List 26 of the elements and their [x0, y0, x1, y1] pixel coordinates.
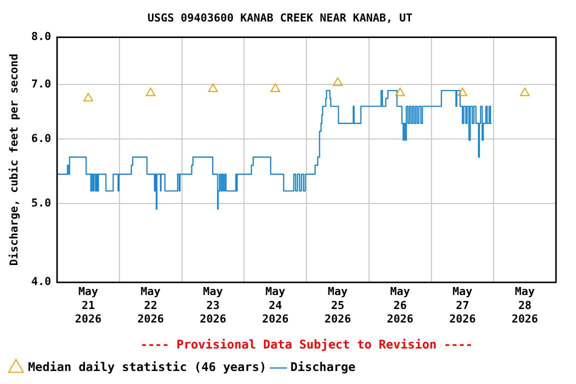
y-tick-label: 4.0 — [31, 275, 52, 288]
x-tick-label: May 23 2026 — [200, 285, 227, 326]
x-tick-label: May 22 2026 — [137, 285, 164, 326]
x-tick-label: May 24 2026 — [262, 285, 289, 326]
point — [146, 88, 156, 96]
chart-title: USGS 09403600 KANAB CREEK NEAR KANAB, UT — [148, 11, 413, 24]
point — [520, 88, 530, 96]
x-tick-label: May 26 2026 — [386, 285, 414, 326]
y-tick-label: 7.0 — [31, 77, 52, 90]
point — [395, 88, 405, 96]
legend-label: Discharge — [290, 360, 356, 374]
point — [83, 92, 94, 102]
point — [208, 84, 218, 92]
x-tick-label: May 28 2026 — [512, 285, 538, 326]
point — [458, 88, 468, 96]
x-tick-label: May 21 2026 — [75, 285, 102, 326]
y-axis-title: Discharge, cubic feet per second — [7, 54, 20, 266]
text: ---- Provisional Data Subject to Revision ---- — [140, 338, 473, 352]
y-tick-label: 5.0 — [31, 196, 52, 210]
x-tick-label: May 27 2026 — [449, 285, 476, 326]
y-tick-label: 8.0 — [31, 30, 52, 44]
x-tick-label: May 25 2026 — [324, 285, 352, 326]
legend-label: Median daily statistic (46 years) — [28, 360, 266, 374]
point — [332, 77, 343, 86]
point — [270, 84, 280, 92]
y-tick-label: 6.0 — [31, 132, 52, 145]
